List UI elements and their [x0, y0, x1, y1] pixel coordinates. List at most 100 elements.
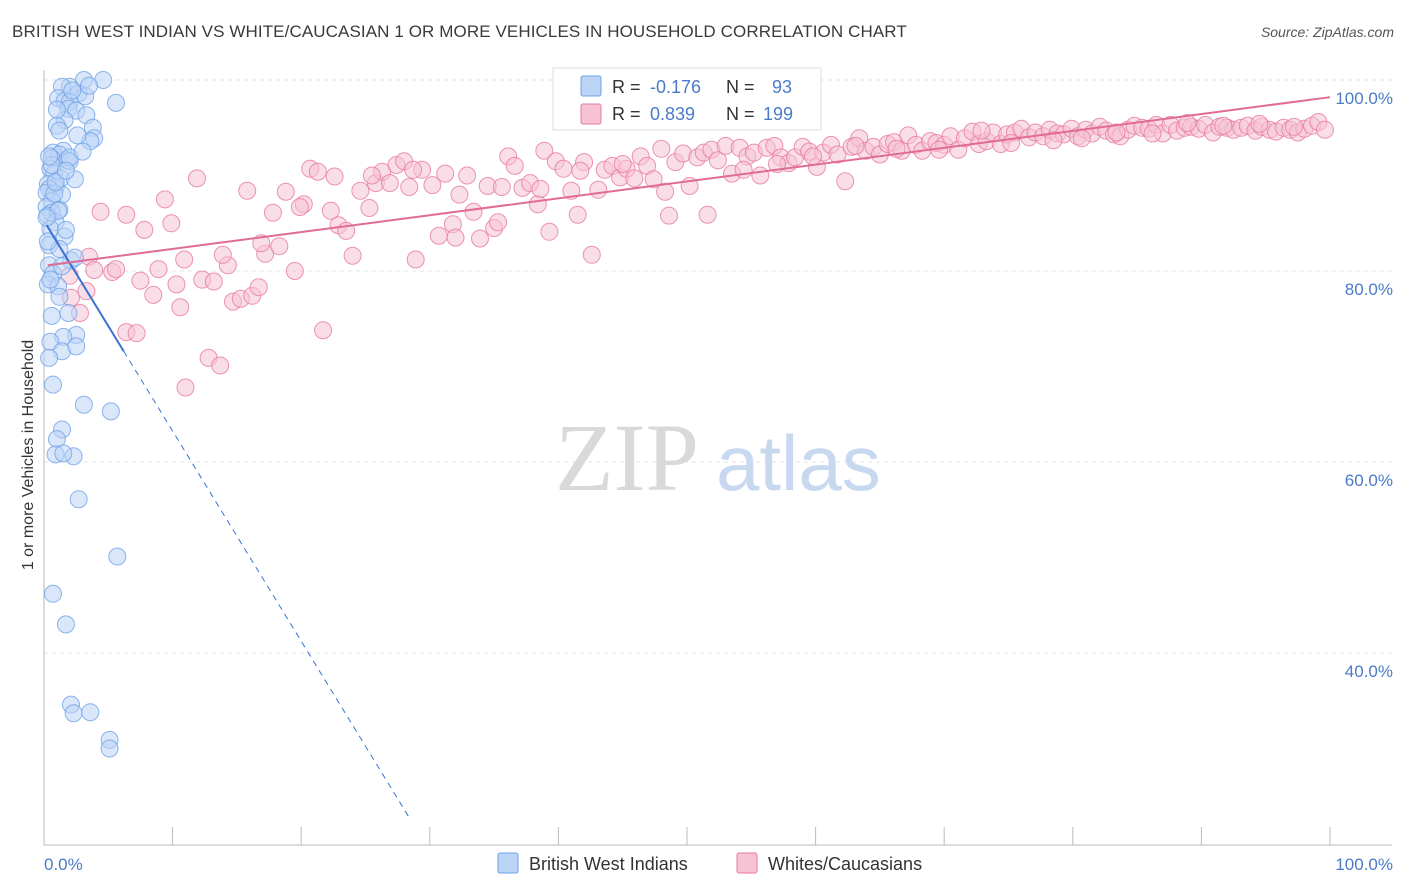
point-whites-caucasians: [505, 156, 524, 175]
point-british-west-indians: [68, 126, 87, 145]
point-british-west-indians: [69, 490, 88, 509]
bottom-legend-swatch-whites: [736, 852, 758, 874]
point-whites-caucasians: [751, 166, 770, 185]
point-british-west-indians: [59, 304, 78, 322]
point-british-west-indians: [56, 161, 75, 180]
watermark-atlas: atlas: [716, 419, 881, 507]
point-whites-caucasians: [176, 378, 195, 397]
data-points: [37, 71, 1334, 758]
point-whites-caucasians: [343, 246, 362, 265]
legend-n-value-british: 93: [772, 77, 792, 97]
point-british-west-indians: [74, 395, 93, 414]
point-whites-caucasians: [149, 260, 168, 279]
point-whites-caucasians: [660, 206, 678, 225]
point-whites-caucasians: [155, 190, 174, 209]
point-whites-caucasians: [471, 229, 489, 248]
point-whites-caucasians: [1044, 131, 1063, 150]
point-british-west-indians: [44, 375, 62, 394]
point-whites-caucasians: [1107, 123, 1126, 142]
point-british-west-indians: [73, 142, 92, 161]
point-british-west-indians: [42, 306, 61, 325]
point-whites-caucasians: [846, 136, 865, 155]
point-whites-caucasians: [531, 179, 550, 198]
point-whites-caucasians: [1178, 114, 1197, 132]
point-british-west-indians: [67, 337, 86, 356]
point-whites-caucasians: [582, 245, 601, 264]
point-whites-caucasians: [175, 250, 194, 269]
bottom-legend: British West Indians Whites/Caucasians: [497, 852, 922, 874]
point-whites-caucasians: [429, 226, 448, 245]
point-whites-caucasians: [644, 170, 663, 189]
point-whites-caucasians: [314, 321, 333, 340]
point-whites-caucasians: [91, 202, 110, 221]
point-british-west-indians: [64, 704, 83, 723]
legend-r-label: R =: [612, 104, 641, 124]
point-whites-caucasians: [436, 164, 455, 183]
x-tick-label: 0.0%: [44, 855, 83, 874]
point-whites-caucasians: [252, 234, 271, 253]
point-whites-caucasians: [562, 181, 581, 200]
point-whites-caucasians: [85, 261, 104, 279]
point-whites-caucasians: [360, 199, 379, 217]
bottom-legend-label-british-west-indians: British West Indians: [529, 854, 688, 874]
point-british-west-indians: [100, 739, 119, 758]
point-whites-caucasians: [450, 185, 469, 204]
point-whites-caucasians: [423, 176, 442, 195]
point-whites-caucasians: [528, 195, 547, 214]
point-whites-caucasians: [804, 147, 822, 166]
x-tick-label: 100.0%: [1335, 855, 1393, 874]
point-whites-caucasians: [625, 169, 644, 188]
legend: R = -0.176 N = 93 R = 0.839 N = 199: [552, 67, 822, 131]
point-whites-caucasians: [489, 213, 507, 232]
point-british-west-indians: [40, 147, 59, 166]
point-british-west-indians: [46, 173, 65, 192]
point-whites-caucasians: [290, 198, 309, 216]
point-british-west-indians: [50, 121, 69, 140]
point-whites-caucasians: [708, 151, 727, 170]
point-whites-caucasians: [204, 272, 223, 291]
point-whites-caucasians: [171, 298, 190, 317]
point-british-west-indians: [54, 444, 73, 463]
point-whites-caucasians: [1315, 120, 1334, 139]
point-whites-caucasians: [188, 169, 206, 188]
point-british-west-indians: [101, 402, 120, 421]
point-whites-caucasians: [238, 181, 257, 200]
point-whites-caucasians: [464, 202, 483, 221]
legend-n-label: N =: [726, 104, 755, 124]
point-whites-caucasians: [1214, 116, 1233, 135]
point-whites-caucasians: [1072, 129, 1091, 148]
point-whites-caucasians: [131, 271, 150, 290]
trend-line-british-west-indians-extension: [123, 350, 411, 821]
point-whites-caucasians: [325, 167, 344, 186]
point-whites-caucasians: [652, 139, 671, 158]
point-whites-caucasians: [211, 356, 230, 375]
point-whites-caucasians: [535, 141, 554, 160]
point-whites-caucasians: [589, 180, 608, 199]
legend-swatch-british-west-indians: [580, 75, 602, 97]
point-whites-caucasians: [568, 205, 587, 224]
point-whites-caucasians: [972, 121, 991, 140]
point-whites-caucasians: [135, 220, 154, 239]
legend-n-value-whites: 199: [763, 104, 793, 124]
point-british-west-indians: [107, 93, 125, 112]
point-whites-caucasians: [321, 201, 340, 220]
point-british-west-indians: [37, 208, 56, 227]
trend-lines: [45, 96, 1331, 821]
point-british-west-indians: [40, 348, 59, 367]
point-whites-caucasians: [698, 205, 717, 224]
point-whites-caucasians: [285, 262, 304, 280]
point-whites-caucasians: [362, 166, 381, 185]
point-whites-caucasians: [127, 324, 146, 343]
point-whites-caucasians: [213, 245, 232, 264]
point-whites-caucasians: [107, 260, 125, 279]
y-tick-label: 60.0%: [1345, 471, 1393, 490]
point-whites-caucasians: [1285, 117, 1303, 136]
point-whites-caucasians: [554, 159, 573, 178]
point-whites-caucasians: [492, 178, 511, 196]
point-british-west-indians: [50, 287, 69, 306]
point-whites-caucasians: [1002, 134, 1021, 152]
point-whites-caucasians: [380, 174, 399, 193]
point-whites-caucasians: [117, 205, 136, 224]
point-whites-caucasians: [167, 275, 186, 294]
